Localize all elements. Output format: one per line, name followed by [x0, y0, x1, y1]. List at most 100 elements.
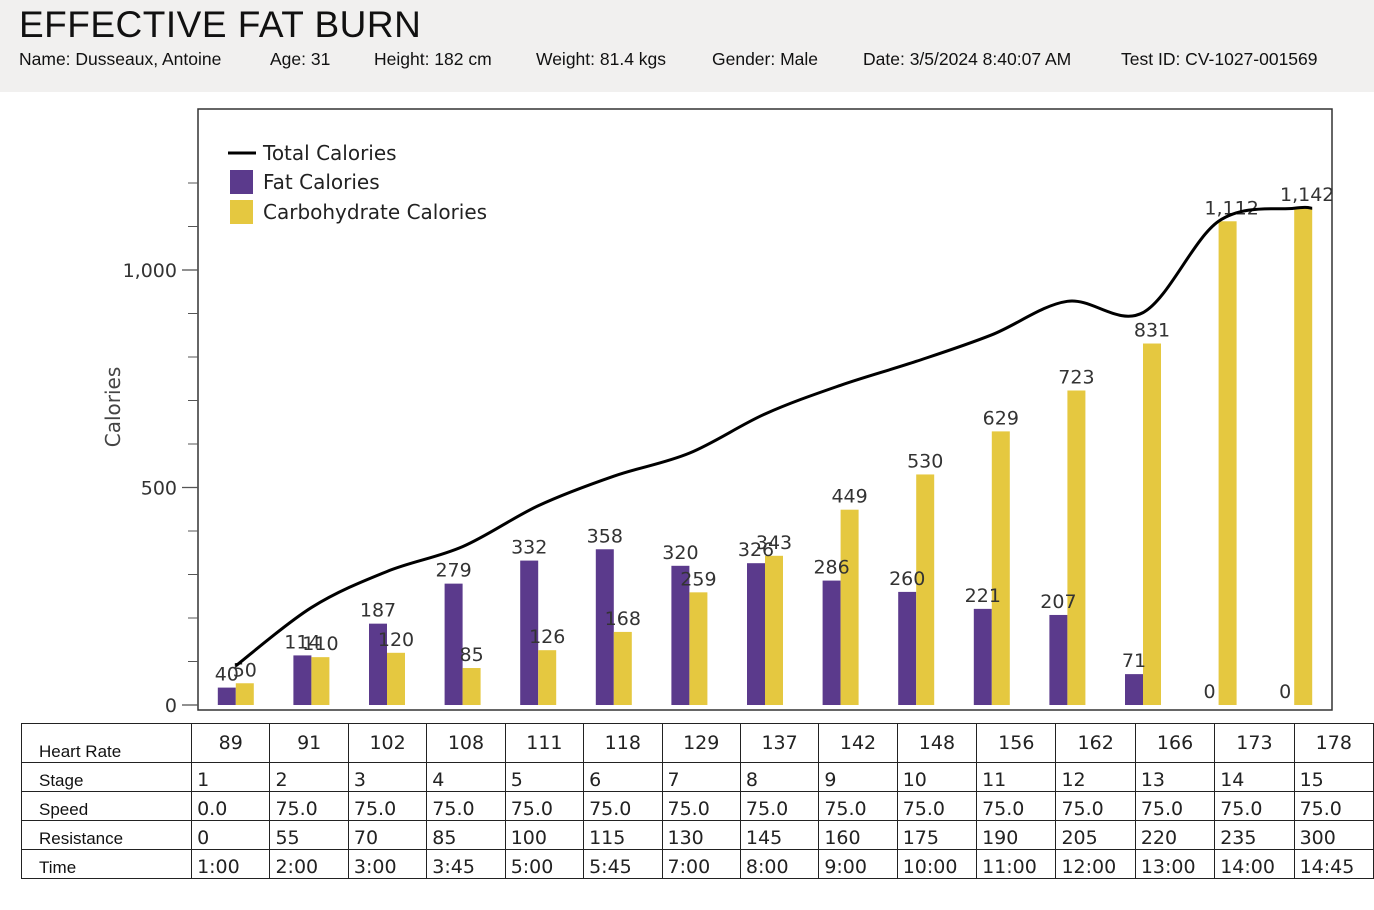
table-cell: 10: [896, 762, 978, 792]
patient-name: Name: Dusseaux, Antoine: [19, 49, 222, 69]
legend-carb-label: Carbohydrate Calories: [263, 200, 487, 224]
carb-bar: [1143, 343, 1161, 705]
table-cell: 10:00: [896, 849, 978, 879]
carb-value-label: 126: [529, 626, 565, 648]
table-row: Time 1:00 2:00 3:00 3:45 5:00 5:45 7:00 8:00 9:00…: [20, 849, 1374, 879]
carb-bar: [765, 555, 783, 705]
fat-value-label: 260: [889, 568, 925, 590]
fat-value-label: 40: [215, 664, 239, 686]
table-cell: 2: [269, 762, 349, 792]
table-cell: 111: [504, 723, 585, 763]
table-cell: 75.0: [583, 791, 663, 821]
fat-value-label: 0: [1204, 681, 1216, 703]
table-cell: 75.0: [1055, 791, 1136, 821]
stage-data-table: Heart Rate 89 91 102 108 111 118 129 137 142 148 15…: [20, 723, 1374, 879]
fat-value-label: 332: [511, 537, 547, 559]
table-cell: 85: [426, 820, 506, 850]
table-cell: 100: [504, 820, 585, 850]
fat-bar: [520, 560, 539, 705]
table-cell: 0.0: [191, 791, 271, 821]
table-cell: 14:45: [1293, 849, 1374, 879]
carb-value-label: 1,112: [1204, 197, 1258, 219]
report-title: EFFECTIVE FAT BURN: [19, 4, 422, 45]
stage-table: Heart Rate 89 91 102 108 111 118 129 137 142 148 15…: [20, 723, 1374, 879]
table-cell: 175: [896, 820, 978, 850]
table-cell: 11: [976, 762, 1057, 792]
table-row: Heart Rate 89 91 102 108 111 118 129 137 142 148 15…: [20, 723, 1374, 763]
carb-value-label: 50: [233, 659, 257, 681]
fat-value-label: 0: [1279, 681, 1291, 703]
carb-bar: [462, 668, 481, 705]
table-cell: 145: [739, 820, 820, 850]
report-header: EFFECTIVE FAT BURN Name: Dusseaux, Antoi…: [0, 0, 1374, 92]
table-cell: 75.0: [269, 791, 349, 821]
table-cell: 5: [504, 762, 585, 792]
table-cell: 11:00: [976, 849, 1057, 879]
table-cell: 3:00: [347, 849, 428, 879]
fat-bar: [444, 583, 463, 705]
table-cell: 8:00: [739, 849, 820, 879]
y-tick-label: 0: [165, 695, 177, 717]
table-cell: 70: [347, 820, 428, 850]
fat-value-label: 286: [813, 557, 849, 579]
fat-bar: [898, 591, 917, 705]
carb-value-label: 1,142: [1280, 184, 1334, 206]
total-calories-line: [234, 205, 1313, 668]
fat-bar: [217, 687, 236, 705]
row-header: Speed: [20, 791, 193, 821]
carb-bar: [1067, 390, 1086, 705]
carb-bar: [538, 650, 557, 705]
y-tick-label: 1,000: [123, 260, 177, 282]
table-cell: 220: [1134, 820, 1216, 850]
table-cell: 75.0: [1134, 791, 1216, 821]
fat-bar: [369, 623, 387, 705]
table-cell: 15: [1293, 762, 1374, 792]
fat-bar: [1049, 614, 1068, 705]
fat-value-label: 187: [360, 600, 396, 622]
carb-value-label: 168: [605, 608, 641, 630]
carb-bar: [613, 631, 632, 705]
table-cell: 6: [583, 762, 663, 792]
fat-value-label: 326: [738, 539, 774, 561]
carb-bar: [387, 652, 405, 705]
table-cell: 235: [1214, 820, 1295, 850]
table-cell: 1: [191, 762, 271, 792]
table-cell: 75.0: [896, 791, 978, 821]
table-cell: 137: [739, 723, 820, 763]
table-cell: 2:00: [269, 849, 349, 879]
table-cell: 173: [1214, 723, 1295, 763]
table-cell: 12: [1055, 762, 1136, 792]
table-cell: 148: [896, 723, 978, 763]
y-axis-label: Calories: [101, 367, 125, 448]
legend-carb-swatch: [230, 200, 253, 224]
table-cell: 178: [1293, 723, 1374, 763]
carb-bar: [991, 431, 1010, 705]
patient-weight: Weight: 81.4 kgs: [536, 49, 667, 69]
row-header: Resistance: [20, 820, 193, 850]
carb-value-label: 343: [756, 532, 792, 554]
carb-bar: [916, 474, 935, 705]
table-cell: 75.0: [1293, 791, 1374, 821]
carb-bar: [311, 657, 330, 705]
carb-value-label: 85: [460, 644, 484, 666]
fat-value-label: 221: [965, 585, 1001, 607]
carb-bar: [689, 592, 708, 705]
table-cell: 14:00: [1214, 849, 1295, 879]
carb-bar: [1294, 208, 1313, 706]
legend-fat-swatch: [230, 170, 253, 194]
row-header: Stage: [20, 762, 193, 792]
table-cell: 13: [1134, 762, 1216, 792]
y-tick-label: 500: [141, 478, 177, 500]
fat-value-label: 320: [662, 542, 698, 564]
table-cell: 12:00: [1055, 849, 1136, 879]
bar-series: [217, 208, 1313, 706]
patient-age: Age: 31: [270, 49, 331, 69]
row-header: Time: [20, 849, 193, 879]
carb-value-label: 449: [831, 486, 867, 508]
table-cell: 75.0: [426, 791, 506, 821]
table-cell: 75.0: [976, 791, 1057, 821]
table-cell: 4: [426, 762, 506, 792]
row-header: Heart Rate: [20, 723, 193, 763]
fat-bar: [671, 565, 690, 705]
